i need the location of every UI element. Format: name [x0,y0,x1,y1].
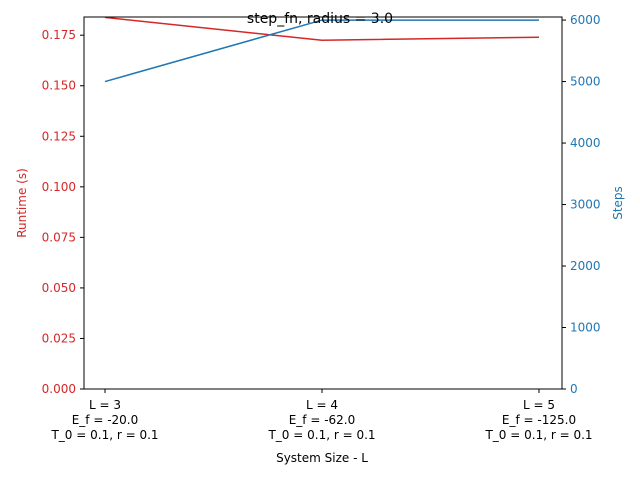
left-y-tick-label: 0.050 [42,281,76,295]
right-y-tick-label: 6000 [570,13,601,27]
x-tick-label: L = 4 E_f = -62.0 T_0 = 0.1, r = 0.1 [267,398,375,442]
left-y-tick-label: 0.025 [42,331,76,345]
plot-area [104,16,540,83]
left-y-tick-label: 0.000 [42,382,76,396]
left-y-tick-label: 0.150 [42,79,76,93]
right-y-tick-label: 0 [570,382,578,396]
left-y-tick-label: 0.100 [42,180,76,194]
right-y-tick-label: 4000 [570,136,601,150]
right-y-axis: 0 1000 2000 3000 4000 5000 6000 [562,13,601,396]
chart-title: step_fn, radius = 3.0 [247,11,393,27]
right-y-tick-label: 5000 [570,75,601,89]
right-y-axis-label: Steps [611,186,625,220]
plot-frame [83,16,563,390]
right-y-tick-label: 1000 [570,321,601,335]
x-axis-label: System Size - L [276,451,368,465]
series-line-runtime [104,16,540,42]
right-y-tick-label: 2000 [570,259,601,273]
right-y-tick-label: 3000 [570,198,601,212]
x-tick-label: L = 3 E_f = -20.0 T_0 = 0.1, r = 0.1 [50,398,158,442]
x-tick-label: L = 5 E_f = -125.0 T_0 = 0.1, r = 0.1 [484,398,592,442]
left-y-tick-label: 0.075 [42,230,76,244]
left-y-tick-label: 0.125 [42,129,76,143]
left-y-axis-label: Runtime (s) [15,168,29,238]
left-y-tick-label: 0.175 [42,28,76,42]
left-y-axis: 0.000 0.025 0.050 0.075 0.100 0.125 0.150 0.175 [42,28,84,396]
series-line-steps [104,19,539,83]
